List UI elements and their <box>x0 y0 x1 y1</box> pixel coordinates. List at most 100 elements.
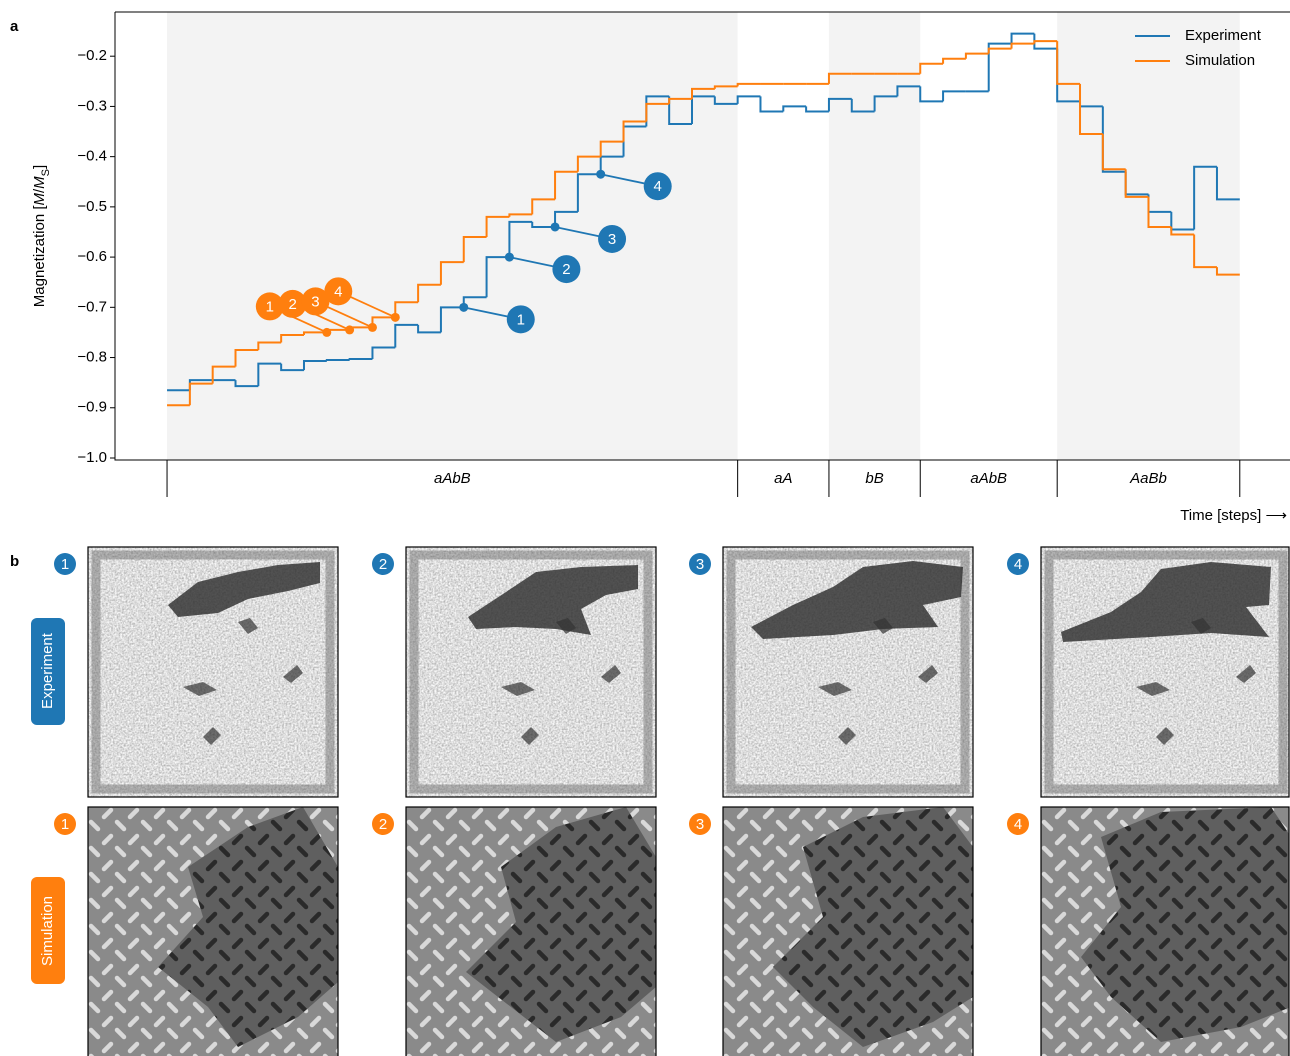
step-segment <box>1033 40 1058 44</box>
step-segment <box>531 198 556 215</box>
step-segment <box>964 52 989 59</box>
marker-badge <box>255 292 284 321</box>
marker-badge-label: 1 <box>266 298 274 315</box>
step-segment <box>827 72 852 84</box>
snapshot-badge <box>372 553 394 575</box>
step-segment <box>896 85 921 97</box>
step-segment <box>508 213 533 217</box>
y-tick-label: −0.9 <box>77 399 107 416</box>
marker-badge <box>301 287 330 316</box>
y-axis-label-part: M <box>31 192 48 205</box>
step-segment <box>850 98 875 113</box>
marker-badge-label: 4 <box>654 178 662 195</box>
step-segment <box>394 301 419 318</box>
image-content <box>406 547 656 797</box>
image-content <box>406 807 656 1056</box>
step-segment <box>302 331 327 335</box>
marker-badge-label: 4 <box>334 283 342 300</box>
snapshot-badge <box>54 553 76 575</box>
y-tick-label: −1.0 <box>77 449 107 466</box>
snapshot-marker <box>596 169 606 179</box>
step-segment <box>531 221 556 228</box>
step-segment <box>668 97 693 104</box>
snapshot-badge <box>1007 813 1029 835</box>
snapshot-badge <box>689 813 711 835</box>
image-content <box>1041 807 1289 1056</box>
step-segment <box>1079 83 1103 136</box>
marker-badge <box>506 305 535 334</box>
marker-badge <box>552 255 581 284</box>
snapshot-marker <box>345 325 355 335</box>
snapshot-badge <box>54 813 76 835</box>
step-segment <box>280 363 304 372</box>
snapshot-badge-label: 1 <box>61 556 69 573</box>
image-border <box>405 546 657 798</box>
domain-region <box>466 807 656 1042</box>
region-label: aAbB <box>970 470 1007 487</box>
step-segment <box>417 324 441 334</box>
step-segment <box>736 82 761 87</box>
step-segment <box>257 362 282 387</box>
y-axis-label-part: S <box>40 169 52 176</box>
snapshot-marker <box>504 252 514 262</box>
marker-badge-label: 3 <box>311 293 319 310</box>
region-label: AaBb <box>1129 470 1167 487</box>
snapshot-marker <box>550 222 560 232</box>
snapshot-badge-label: 4 <box>1014 816 1022 833</box>
step-segment <box>394 323 419 348</box>
step-segment <box>1170 226 1195 236</box>
panel-label: a <box>10 18 19 35</box>
step-segment <box>325 359 350 362</box>
snapshot-marker <box>459 302 469 312</box>
image-frame <box>726 550 970 794</box>
step-segment <box>942 57 966 64</box>
step-segment <box>1101 106 1126 173</box>
image-content <box>88 547 338 797</box>
step-segment <box>1101 134 1126 171</box>
step-segment <box>1193 234 1217 269</box>
step-segment <box>759 96 784 113</box>
step-segment <box>1193 165 1217 230</box>
image-border <box>405 806 657 1056</box>
y-tick-label: −0.4 <box>77 148 107 165</box>
y-axis-label-part: M <box>31 176 48 189</box>
domain-blob <box>751 561 963 639</box>
row-label-box <box>31 618 65 725</box>
image-content <box>1041 547 1289 797</box>
domain-blob <box>168 562 320 617</box>
image-content <box>723 807 973 1056</box>
legend-label: Experiment <box>1185 27 1262 44</box>
snapshot-image <box>1040 806 1290 1056</box>
row-label: Experiment <box>39 632 56 709</box>
step-segment <box>257 341 282 351</box>
step-segment <box>554 210 578 227</box>
step-segment <box>827 97 852 112</box>
marker-badge-label: 2 <box>288 296 296 313</box>
region-label: aA <box>774 470 792 487</box>
step-segment <box>234 380 259 388</box>
step-segment <box>1033 33 1058 50</box>
region-label: aAbB <box>434 470 471 487</box>
step-segment <box>439 306 464 333</box>
step-segment <box>234 349 259 367</box>
step-segment <box>302 360 327 371</box>
step-segment <box>713 85 738 89</box>
domain-region <box>773 807 973 1047</box>
step-segment <box>417 283 441 303</box>
step-segment <box>987 47 1012 54</box>
step-segment <box>1215 166 1240 201</box>
step-segment <box>188 382 213 406</box>
step-segment <box>508 220 533 258</box>
marker-badge <box>278 289 307 318</box>
snapshot-badge <box>1007 553 1029 575</box>
image-frame <box>409 550 653 794</box>
snapshot-badge <box>689 553 711 575</box>
snapshot-image <box>1040 546 1290 798</box>
step-segment <box>576 155 601 172</box>
row-label: Simulation <box>39 896 56 966</box>
image-content <box>723 547 973 797</box>
snapshot-image <box>87 806 339 1056</box>
snapshot-badge-label: 4 <box>1014 556 1022 573</box>
